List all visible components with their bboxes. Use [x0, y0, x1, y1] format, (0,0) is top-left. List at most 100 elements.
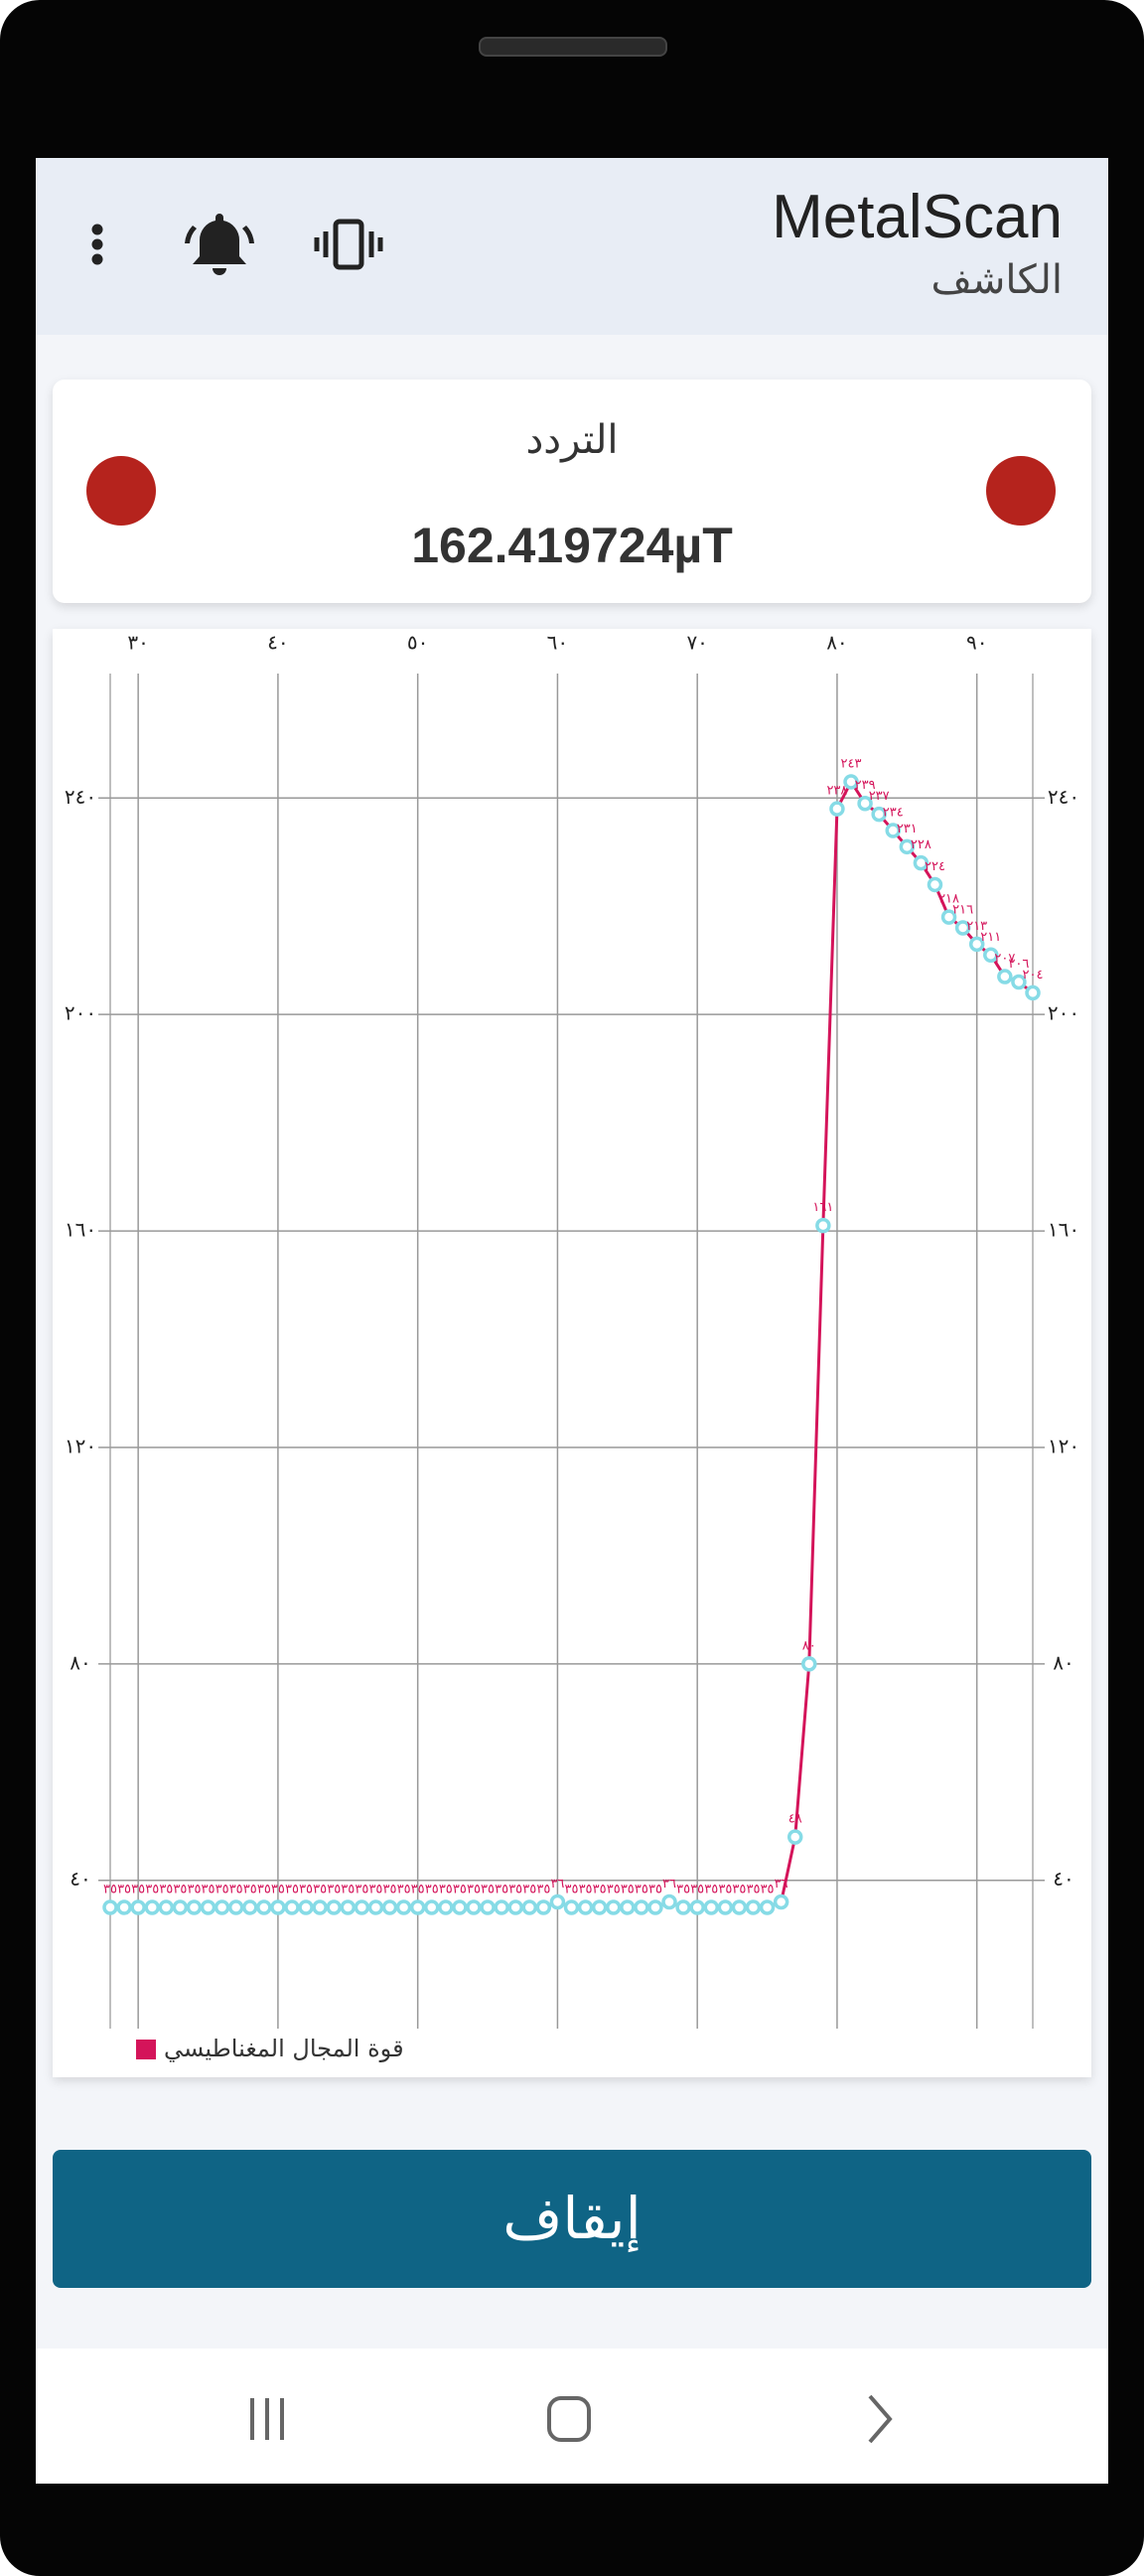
- data-label: ٢٢٨: [911, 837, 931, 852]
- legend-label: قوة المجال المغناطيسي: [164, 2035, 404, 2062]
- stop-button[interactable]: إيقاف: [53, 2150, 1091, 2288]
- data-label: ٢٣٧: [869, 789, 890, 804]
- data-point: [689, 1899, 705, 1915]
- data-label: ٨٠: [802, 1638, 816, 1653]
- data-label: ٣٥: [285, 1882, 299, 1896]
- data-label: ٣٥: [271, 1882, 285, 1896]
- data-point: [885, 823, 901, 838]
- data-point: [256, 1899, 272, 1915]
- data-label: ١٦١: [812, 1200, 833, 1215]
- reading-label: التردد: [525, 417, 619, 463]
- data-point: [186, 1899, 203, 1915]
- alarm-icon[interactable]: [185, 214, 254, 275]
- data-label: ٣٦: [662, 1877, 676, 1892]
- data-point: [116, 1899, 132, 1915]
- data-point: [591, 1899, 608, 1915]
- data-label: ٣٥: [368, 1882, 382, 1896]
- data-label: ٢١٨: [938, 892, 959, 907]
- data-label: ٣٥: [508, 1882, 522, 1896]
- back[interactable]: [868, 2394, 893, 2444]
- data-label: ٣٥: [355, 1882, 368, 1896]
- data-point: [227, 1899, 244, 1915]
- data-label: ٣٥: [453, 1882, 467, 1896]
- data-label: ٢٠٧: [994, 952, 1015, 967]
- data-label: ٢٤٣: [841, 756, 862, 771]
- data-point: [340, 1899, 357, 1915]
- toolbar-icons[interactable]: [66, 208, 443, 282]
- data-point: [549, 1894, 566, 1910]
- data-point: [480, 1899, 496, 1915]
- data-point: [507, 1899, 523, 1915]
- y-tick-label: ١٢٠: [65, 1434, 96, 1457]
- data-point: [102, 1899, 118, 1915]
- data-point: [494, 1899, 509, 1915]
- data-label: ٣٥: [648, 1882, 662, 1896]
- data-label: ٢٣٩: [855, 778, 876, 793]
- data-label: ٣٥: [761, 1882, 775, 1896]
- data-label: ٣٦: [550, 1877, 564, 1892]
- vibrate-icon[interactable]: [314, 219, 383, 270]
- data-point: [605, 1899, 622, 1915]
- home[interactable]: [547, 2396, 591, 2442]
- data-label: ٣٥: [411, 1882, 425, 1896]
- y-tick-label: ٢٤٠: [65, 785, 96, 809]
- data-label: ٣٥: [481, 1882, 495, 1896]
- y-tick-label: ١٦٠: [1048, 1218, 1079, 1242]
- data-label: ٣٥: [593, 1882, 607, 1896]
- data-point: [759, 1899, 776, 1915]
- data-point: [326, 1899, 342, 1915]
- data-label: ٣٥: [536, 1882, 550, 1896]
- recent-apps[interactable]: [250, 2398, 284, 2440]
- data-label: ٣٥: [621, 1882, 635, 1896]
- y-tick-label: ١٢٠: [1048, 1434, 1079, 1457]
- status-indicator: [986, 456, 1056, 526]
- data-label: ٣٥: [397, 1882, 411, 1896]
- data-point: [899, 838, 916, 855]
- data-point: [381, 1899, 398, 1915]
- data-label: ٢١٦: [952, 903, 973, 918]
- data-point: [703, 1899, 720, 1915]
- y-tick-label: ٢٠٠: [1048, 1001, 1079, 1025]
- x-tick-label: ٥٠: [407, 631, 428, 655]
- data-point: [563, 1899, 580, 1915]
- data-label: ٣٥: [425, 1882, 439, 1896]
- data-label: ٣٥: [704, 1882, 718, 1896]
- data-label: ٣٥: [579, 1882, 593, 1896]
- data-point: [409, 1899, 426, 1915]
- data-point: [270, 1899, 286, 1915]
- data-label: ٣٥: [145, 1882, 159, 1896]
- y-tick-label: ٤٠: [1053, 1867, 1073, 1891]
- more-menu[interactable]: [91, 224, 103, 265]
- data-point: [395, 1899, 412, 1915]
- data-label: ٢٣١: [897, 822, 918, 836]
- data-label: ٢٣٤: [883, 805, 904, 820]
- data-label: ٣٥: [243, 1882, 257, 1896]
- y-tick-label: ١٦٠: [65, 1218, 96, 1242]
- data-point: [871, 806, 887, 823]
- data-label: ٢٣٨: [826, 784, 847, 799]
- screen: MetalScan الكاشف التردد 162.419724µT ٣٠ ٤…: [36, 158, 1108, 2484]
- data-label: ٢١١: [980, 930, 1001, 945]
- data-point: [731, 1899, 748, 1915]
- chart-card: ٣٠ ٤٠ ٥٠ ٦٠ ٧٠ ٨٠ ٩٠ ٤٠ ٤٠ ٨٠ ٨٠ ١٢٠ ١٢٠ ١٦٠ ١٦٠ ٢٠٠ ٢٠٠…: [53, 629, 1091, 2077]
- data-label: ٢٢٤: [925, 859, 945, 874]
- data-label: ٣٥: [173, 1882, 187, 1896]
- data-point: [200, 1899, 216, 1915]
- data-point: [172, 1899, 189, 1915]
- data-point: [521, 1899, 538, 1915]
- data-point: [130, 1899, 146, 1915]
- data-point: [1025, 985, 1041, 1001]
- data-label: ٣٥: [159, 1882, 173, 1896]
- x-tick-label: ٨٠: [826, 631, 847, 655]
- data-point: [940, 909, 957, 925]
- data-point: [620, 1899, 636, 1915]
- y-tick-label: ٨٠: [1053, 1650, 1073, 1674]
- chart: ٣٠ ٤٠ ٥٠ ٦٠ ٧٠ ٨٠ ٩٠ ٤٠ ٤٠ ٨٠ ٨٠ ١٢٠ ١٢٠ ١٦٠ ١٦٠ ٢٠٠ ٢٠٠…: [65, 631, 1079, 2063]
- data-label: ٣٥: [607, 1882, 621, 1896]
- data-point: [298, 1899, 314, 1915]
- data-label: ٣٥: [383, 1882, 397, 1896]
- data-point: [829, 801, 845, 817]
- data-label: ٣٥: [676, 1882, 690, 1896]
- data-point: [786, 1829, 803, 1845]
- data-point: [661, 1894, 677, 1910]
